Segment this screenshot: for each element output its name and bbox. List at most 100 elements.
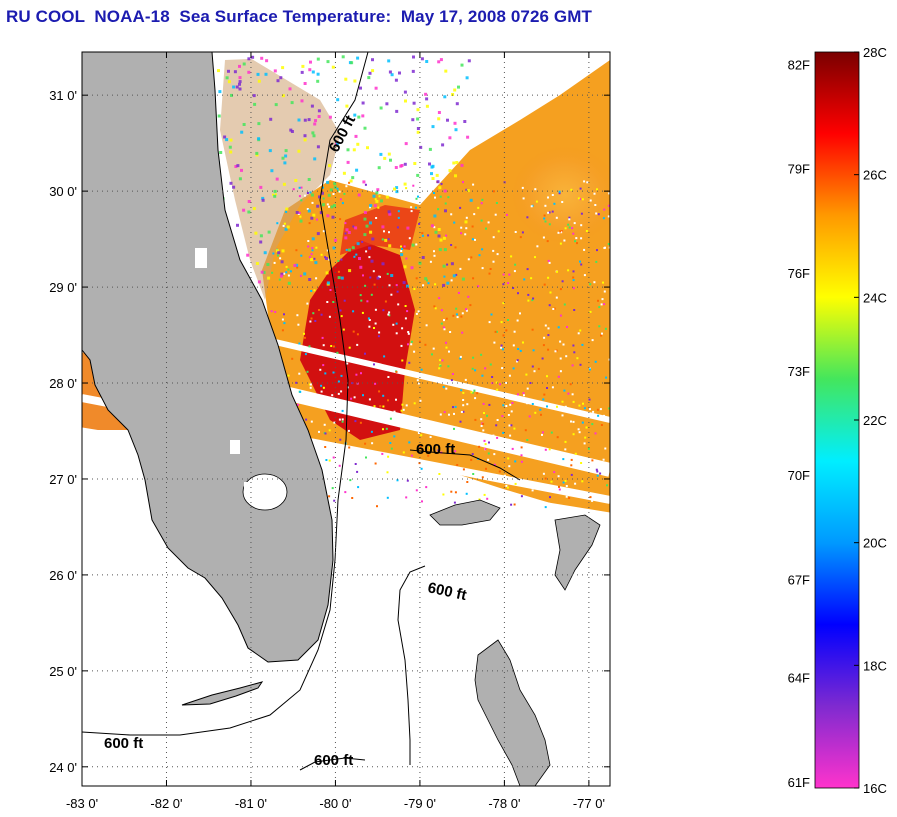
sst-speckle (228, 145, 232, 149)
sst-speckle (320, 313, 323, 316)
sst-speckle (550, 431, 553, 434)
sst-speckle (238, 82, 241, 86)
sst-speckle (377, 206, 380, 209)
sst-speckle (328, 164, 331, 168)
sst-speckle (482, 402, 485, 405)
sst-speckle (608, 407, 610, 410)
sst-speckle (592, 410, 595, 413)
sst-speckle (316, 79, 320, 83)
sst-speckle (416, 173, 420, 177)
sst-speckle (476, 392, 479, 395)
sst-speckle (483, 439, 486, 442)
sst-speckle (234, 165, 238, 168)
sst-speckle (356, 333, 359, 336)
sst-speckle (553, 471, 556, 474)
sst-speckle (273, 69, 277, 73)
sst-speckle (364, 442, 367, 445)
sst-speckle (289, 128, 293, 132)
inland-lake (195, 248, 207, 268)
sst-speckle (471, 225, 474, 228)
sst-speckle (456, 464, 459, 466)
sst-speckle (527, 451, 530, 453)
sst-speckle (307, 118, 311, 122)
sst-speckle (280, 272, 284, 276)
sst-speckle (415, 312, 418, 315)
sst-speckle (242, 208, 246, 212)
sst-speckle (508, 374, 511, 377)
sst-speckle (437, 117, 441, 121)
sst-speckle (512, 287, 515, 289)
sst-speckle (444, 69, 448, 73)
sst-speckle (510, 255, 513, 258)
sst-speckle (470, 391, 473, 394)
sst-speckle (553, 307, 556, 310)
sst-speckle (361, 311, 364, 314)
sst-speckle (361, 114, 365, 118)
sst-speckle (281, 156, 285, 160)
sst-speckle (303, 138, 307, 142)
sst-speckle (374, 462, 377, 465)
sst-speckle (405, 257, 408, 260)
sst-speckle (511, 447, 514, 450)
sst-speckle (321, 203, 325, 207)
sst-speckle (601, 332, 603, 335)
sst-speckle (559, 230, 562, 233)
sst-speckle (402, 281, 406, 285)
sst-speckle (328, 459, 331, 462)
colorbar-celsius-label: 28C (863, 45, 887, 60)
sst-speckle (463, 120, 467, 123)
sst-speckle (466, 135, 470, 139)
sst-speckle (352, 310, 355, 313)
sst-speckle (441, 359, 444, 362)
sst-speckle (314, 119, 317, 123)
sst-speckle (505, 381, 508, 384)
sst-speckle (510, 503, 513, 506)
sst-speckle (223, 135, 227, 139)
sst-speckle (525, 373, 528, 376)
sst-speckle (293, 264, 297, 267)
sst-speckle (340, 315, 343, 318)
sst-speckle (336, 98, 340, 102)
sst-speckle (324, 446, 327, 448)
sst-speckle (344, 491, 347, 494)
sst-speckle (389, 442, 392, 444)
sst-speckle (438, 473, 441, 475)
sst-speckle (510, 440, 513, 443)
sst-speckle (481, 267, 484, 270)
sst-speckle (310, 253, 313, 256)
sst-speckle (579, 363, 582, 366)
sst-speckle (436, 180, 440, 184)
sst-speckle (371, 237, 375, 241)
sst-speckle (519, 236, 522, 239)
sst-speckle (416, 108, 420, 112)
sst-speckle (601, 298, 604, 301)
sst-speckle (541, 431, 544, 434)
sst-speckle (474, 397, 477, 400)
sst-speckle (539, 408, 542, 411)
sst-speckle (298, 372, 301, 375)
colorbar-celsius-label: 24C (863, 290, 887, 305)
sst-speckle (486, 497, 489, 500)
sst-speckle (491, 376, 494, 378)
sst-speckle (471, 453, 474, 456)
sst-speckle (366, 146, 369, 150)
sst-speckle (274, 193, 277, 196)
sst-speckle (462, 410, 465, 413)
sst-speckle (442, 493, 445, 496)
sst-speckle (285, 265, 288, 268)
sst-speckle (282, 224, 285, 227)
sst-speckle (376, 505, 378, 508)
sst-speckle (303, 134, 307, 138)
sst-speckle (374, 198, 377, 201)
sst-speckle (509, 403, 512, 406)
sst-speckle (353, 79, 357, 83)
sst-speckle (341, 55, 345, 59)
sst-speckle (447, 196, 450, 199)
sst-speckle (337, 392, 340, 395)
sst-speckle (332, 371, 335, 374)
sst-speckle (265, 59, 269, 63)
sst-speckle (345, 228, 349, 232)
sst-speckles (210, 55, 610, 512)
sst-speckle (514, 460, 517, 463)
